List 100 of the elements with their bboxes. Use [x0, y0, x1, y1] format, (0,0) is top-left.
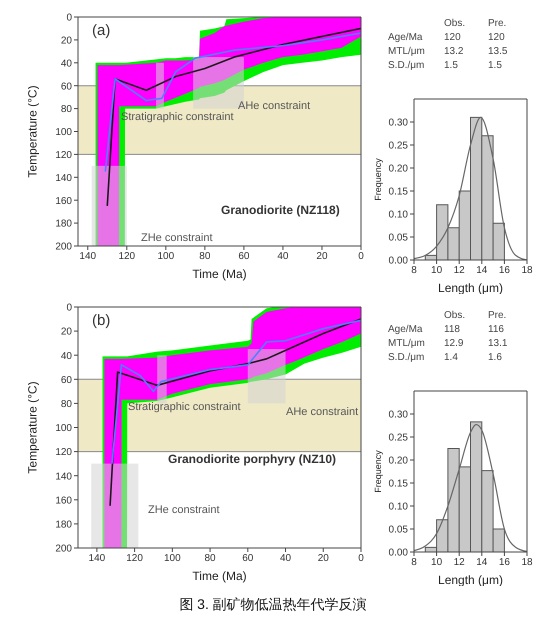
y-tick-label: 60 [60, 374, 72, 386]
y-tick-label: 140 [55, 471, 72, 482]
text: 116 [488, 324, 505, 335]
y-tick-label: 80 [60, 398, 72, 410]
text: 1.6 [488, 352, 503, 363]
x-tick-label: 100 [164, 553, 182, 564]
text: Obs. [444, 310, 466, 321]
y-axis-title: Frequency [373, 450, 384, 493]
y-tick-label: 0.20 [388, 456, 408, 467]
text: MTL/μm [388, 46, 426, 57]
y-tick-label: 160 [55, 495, 72, 506]
y-tick-label: 180 [55, 519, 72, 530]
x-tick-label: 80 [204, 553, 216, 564]
x-tick-label: 120 [118, 251, 136, 262]
text: S.D./μm [388, 60, 426, 71]
y-tick-label: 120 [55, 150, 72, 161]
y-tick-label: 0.20 [388, 164, 408, 175]
x-tick-label: 140 [88, 553, 106, 564]
text: Age/Ma [388, 324, 424, 335]
annotation: AHe constraint [286, 406, 358, 418]
x-tick-label: 18 [521, 265, 533, 276]
annotation: Granodiorite porphyry (NZ10) [168, 452, 336, 466]
x-tick-label: 16 [498, 265, 510, 276]
text: 1.4 [444, 352, 459, 363]
y-tick-label: 0.05 [388, 524, 408, 536]
x-tick-label: 40 [280, 553, 292, 564]
y-tick-label: 0.30 [388, 118, 408, 129]
x-tick-label: 120 [126, 553, 144, 564]
x-tick-label: 10 [431, 265, 443, 276]
x-tick-label: 8 [411, 265, 418, 276]
x-tick-label: 18 [521, 557, 533, 568]
y-tick-label: 0.10 [388, 502, 408, 513]
y-tick-label: 0.05 [388, 232, 408, 244]
y-tick-label: 20 [60, 35, 72, 46]
x-tick-label: 8 [411, 557, 418, 568]
y-tick-label: 0.00 [388, 548, 408, 559]
text: 118 [444, 324, 461, 335]
x-tick-label: 140 [79, 251, 97, 262]
y-tick-label: 60 [60, 81, 72, 92]
x-tick-label: 12 [454, 557, 466, 568]
y-tick-label: 120 [55, 447, 72, 458]
y-tick-label: 100 [55, 127, 72, 138]
annotation: Granodiorite (NZ118) [221, 203, 340, 217]
text: 120 [488, 32, 506, 43]
annotation: AHe constraint [238, 100, 310, 112]
y-tick-label: 40 [60, 350, 72, 362]
x-tick-label: 10 [431, 557, 443, 568]
text: 1.5 [444, 60, 459, 71]
x-tick-label: 12 [454, 265, 466, 276]
y-tick-label: 100 [55, 423, 72, 434]
y-tick-label: 0 [66, 302, 72, 314]
line-series [111, 319, 361, 464]
y-tick-label: 0.15 [388, 478, 408, 490]
x-tick-label: 80 [199, 251, 211, 262]
text: 120 [444, 32, 462, 43]
y-tick-label: 160 [55, 196, 72, 207]
text: MTL/μm [388, 338, 426, 349]
text: Age/Ma [388, 32, 424, 43]
y-tick-label: 200 [55, 544, 72, 555]
x-tick-label: 60 [238, 251, 250, 262]
chart-title: (b) [92, 312, 110, 329]
y-axis-title: Temperature (°C) [25, 381, 40, 474]
y-tick-label: 200 [55, 242, 72, 253]
text: 12.9 [444, 338, 464, 349]
y-tick-label: 0.30 [388, 410, 408, 421]
text: S.D./μm [388, 352, 426, 363]
x-axis-title: Time (Ma) [192, 569, 247, 583]
x-tick-label: 14 [476, 557, 488, 568]
annotation: ZHe constraint [141, 232, 213, 244]
text: 13.1 [488, 338, 508, 349]
x-axis-title: Time (Ma) [192, 267, 247, 281]
text: 13.5 [488, 46, 508, 57]
annotation: Stratigraphic constraint [128, 401, 240, 413]
y-tick-label: 0.10 [388, 210, 408, 221]
line-series [109, 318, 361, 507]
annotation: ZHe constraint [148, 504, 220, 516]
y-tick-label: 0.25 [388, 432, 408, 444]
chart-title: (a) [92, 22, 110, 39]
x-tick-label: 40 [277, 251, 289, 262]
x-tick-label: 16 [498, 557, 510, 568]
y-tick-label: 20 [60, 326, 72, 338]
y-tick-label: 0.00 [388, 256, 408, 267]
y-tick-label: 40 [60, 58, 72, 70]
x-tick-label: 14 [476, 265, 488, 276]
y-tick-label: 0.15 [388, 186, 408, 198]
y-axis-title: Temperature (°C) [25, 85, 40, 178]
text: 13.2 [444, 46, 464, 57]
caption: 图 3. 副矿物低温热年代学反演 [178, 596, 368, 614]
text: Obs. [444, 18, 466, 29]
y-tick-label: 140 [55, 172, 72, 184]
text: Pre. [488, 310, 508, 321]
y-tick-label: 0.25 [388, 140, 408, 152]
y-tick-label: 180 [55, 218, 72, 230]
x-tick-label: 0 [358, 251, 364, 262]
y-axis-title: Frequency [373, 158, 384, 201]
x-tick-label: 20 [318, 553, 330, 564]
text: Pre. [488, 18, 508, 29]
x-tick-label: 0 [358, 553, 364, 564]
y-tick-label: 0 [66, 12, 72, 24]
x-tick-label: 60 [242, 553, 254, 564]
